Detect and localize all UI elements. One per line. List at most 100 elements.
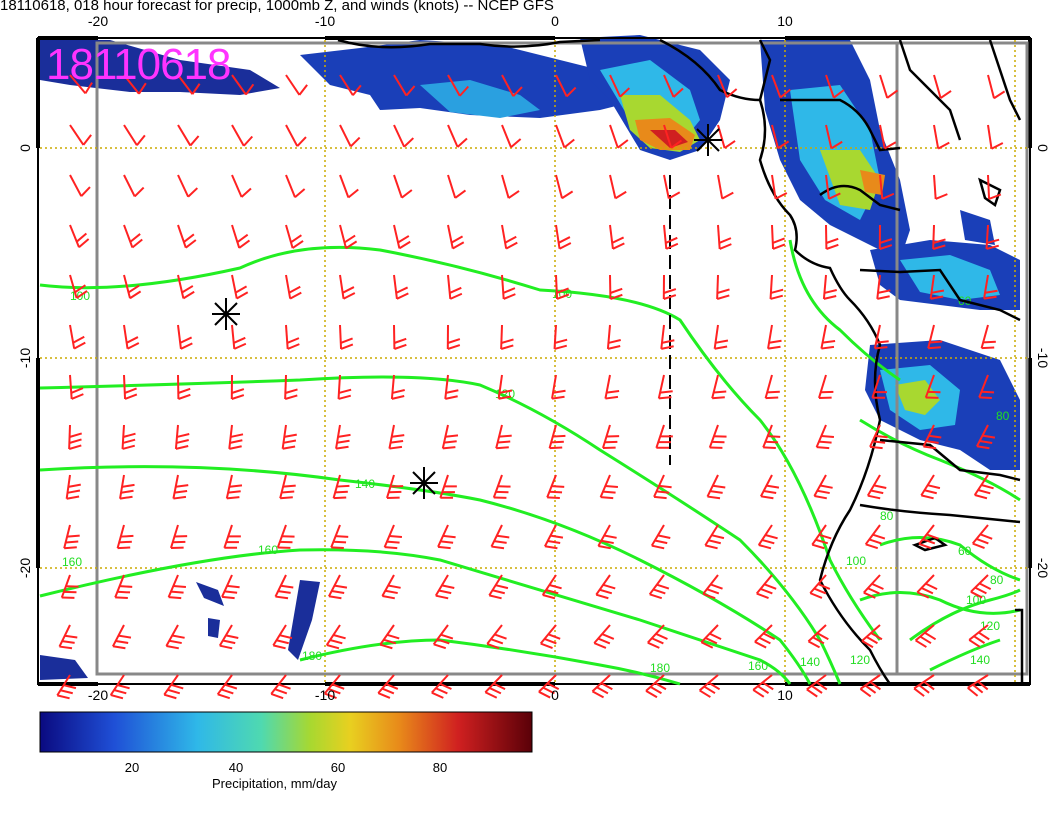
wind-barb <box>231 174 252 198</box>
wind-barb <box>757 524 778 550</box>
contour-label: 80 <box>990 573 1004 587</box>
wind-barb <box>330 524 349 550</box>
height-contours <box>39 239 1021 686</box>
wind-barb <box>218 624 239 650</box>
wind-barb <box>123 224 143 249</box>
contour-label: 100 <box>846 554 866 568</box>
wind-barb <box>393 124 415 148</box>
latlon-grid <box>40 40 1030 684</box>
wind-barb <box>602 424 620 449</box>
wind-barb <box>825 74 845 99</box>
wind-barb <box>119 474 135 500</box>
wind-barb <box>285 324 300 350</box>
wind-barb <box>447 124 468 148</box>
wind-barb <box>177 174 199 198</box>
wind-barb <box>711 374 727 400</box>
wind-barb <box>167 574 186 600</box>
map-title: 18110618, 018 hour forecast for precip, … <box>0 0 554 14</box>
wind-barb <box>69 124 92 146</box>
wind-barb <box>56 674 77 700</box>
coastline <box>337 38 1024 685</box>
wind-barb <box>323 674 345 699</box>
wind-barbs <box>56 74 1006 700</box>
wind-barb <box>604 374 620 400</box>
wind-barb <box>752 674 774 698</box>
wind-barb <box>69 174 91 197</box>
wind-barb <box>325 624 346 650</box>
wind-barb <box>971 524 993 549</box>
wind-barb <box>863 574 884 599</box>
wind-barb <box>933 124 950 150</box>
tick-label: -10 <box>1035 348 1051 368</box>
wind-barb <box>177 124 200 147</box>
station-marker <box>410 467 438 499</box>
wind-barb <box>551 374 566 400</box>
contour-label: 80 <box>996 409 1010 423</box>
colorbar-tick: 40 <box>229 760 243 775</box>
wind-barb <box>177 274 195 300</box>
wind-barb <box>555 224 572 250</box>
wind-barb <box>609 174 627 200</box>
wind-barb <box>769 274 784 300</box>
wind-barb <box>595 574 616 600</box>
wind-barb <box>123 124 146 146</box>
wind-barb <box>820 324 836 350</box>
wind-barb <box>223 524 241 549</box>
wind-barb <box>446 324 461 350</box>
tick-label: 0 <box>17 144 33 152</box>
wind-barb <box>825 174 841 200</box>
tick-label: -10 <box>315 687 335 703</box>
contour-label: 180 <box>650 661 670 675</box>
wind-barb <box>717 124 736 149</box>
tick-label: -20 <box>17 558 33 578</box>
wind-barb <box>767 324 782 350</box>
wind-barb <box>177 224 197 249</box>
wind-barb <box>650 524 671 550</box>
wind-barb <box>393 224 411 250</box>
wind-barb <box>501 224 518 250</box>
wind-barb <box>123 274 142 300</box>
wind-barb <box>708 424 727 449</box>
wind-barb <box>69 374 84 400</box>
wind-barb <box>929 274 945 300</box>
wind-barb <box>663 124 683 149</box>
wind-barb <box>497 374 513 400</box>
wind-barb <box>806 674 828 698</box>
wind-barb <box>69 274 88 299</box>
wind-barb <box>381 574 401 600</box>
wind-barb <box>447 224 465 250</box>
wind-barb <box>967 674 989 697</box>
wind-barb <box>339 274 356 300</box>
wind-barb <box>231 74 255 96</box>
wind-barb <box>60 574 79 599</box>
wind-barb <box>339 224 358 250</box>
wind-barb <box>609 224 625 250</box>
wind-barb <box>818 374 834 399</box>
wind-barb <box>876 274 891 300</box>
wind-barb <box>441 424 459 450</box>
wind-barb <box>434 574 455 600</box>
wind-barb <box>983 274 998 300</box>
wind-barb <box>879 124 897 150</box>
wind-barb <box>861 624 883 649</box>
wind-barb <box>973 474 994 500</box>
wind-barb <box>760 474 780 500</box>
wind-barb <box>492 474 511 499</box>
wind-barb <box>706 474 726 500</box>
wind-barb <box>123 324 140 350</box>
wind-barb <box>809 574 831 599</box>
contour-label: 160 <box>748 659 768 673</box>
wind-barb <box>879 74 899 99</box>
wind-barb <box>546 474 565 500</box>
wind-barb <box>653 474 672 500</box>
wind-barb <box>762 424 781 450</box>
wind-barb <box>599 474 618 500</box>
wind-barb <box>447 174 467 199</box>
wind-barb <box>285 274 302 300</box>
wind-barb <box>717 74 738 99</box>
wind-barb <box>285 224 304 249</box>
wind-barb <box>69 224 90 249</box>
wind-barb <box>871 374 887 399</box>
wind-barb <box>980 324 996 350</box>
wind-barb <box>916 574 938 599</box>
